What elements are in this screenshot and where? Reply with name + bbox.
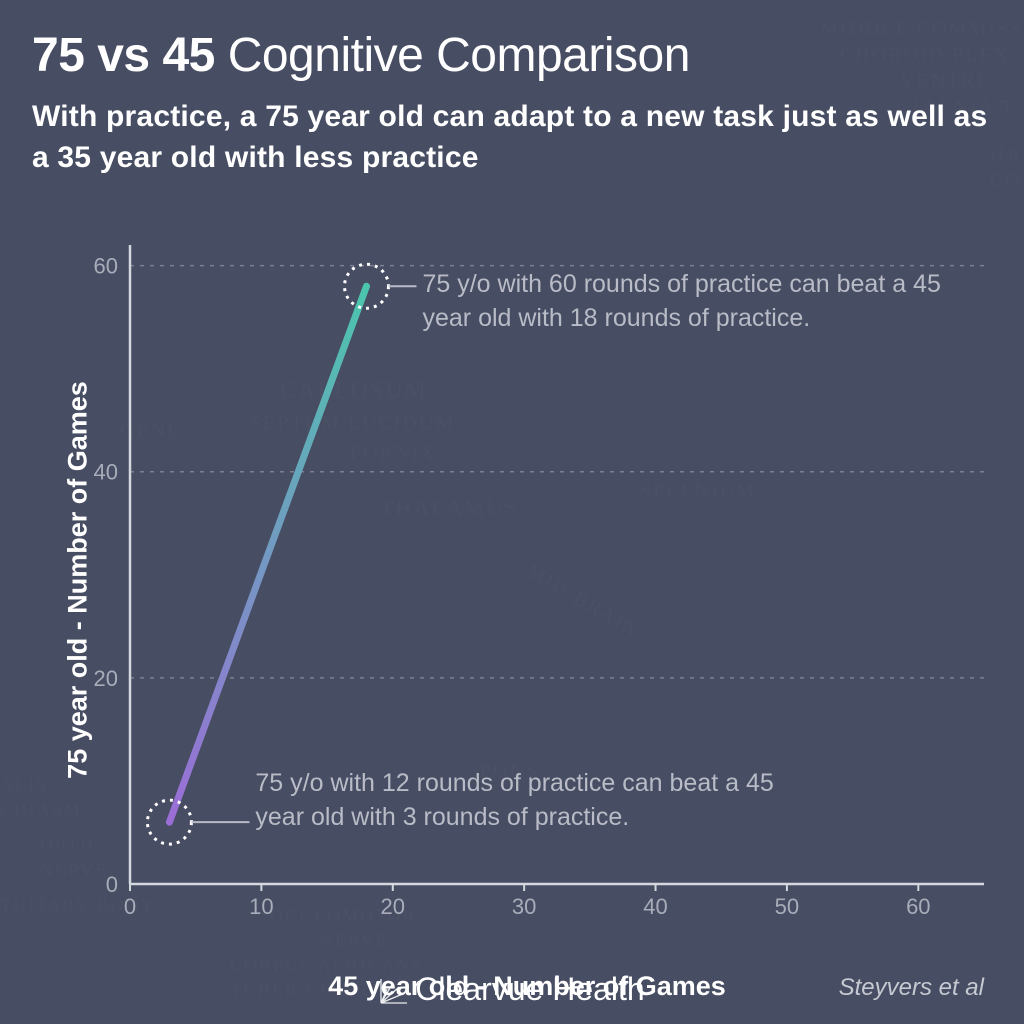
svg-text:50: 50 — [775, 894, 799, 919]
page-title: 75 vs 45 Cognitive Comparison — [32, 28, 992, 83]
title-bold: 75 vs 45 — [32, 29, 215, 82]
svg-text:60: 60 — [906, 894, 930, 919]
chart-container: 0 20 40 60 0 10 20 30 40 50 60 75 year old - Numbe… — [60, 235, 994, 924]
svg-text:40: 40 — [643, 894, 667, 919]
y-axis-label: 75 year old - Number of Games — [63, 381, 94, 779]
citation: Steyvers et al — [839, 974, 984, 1002]
svg-text:0: 0 — [124, 894, 136, 919]
annotation-top: 75 y/o with 60 rounds of practice can be… — [422, 268, 990, 336]
page-subtitle: With practice, a 75 year old can adapt t… — [32, 97, 992, 178]
svg-text:20: 20 — [381, 894, 405, 919]
svg-text:10: 10 — [249, 894, 273, 919]
svg-text:60: 60 — [94, 254, 118, 279]
svg-text:40: 40 — [94, 460, 118, 485]
brand-text: Clearvue Health — [415, 971, 644, 1008]
content-area: 75 vs 45 Cognitive Comparison With pract… — [0, 0, 1024, 1024]
brand: Clearvue Health — [379, 971, 644, 1008]
annotation-bottom: 75 y/o with 12 rounds of practice can be… — [255, 767, 775, 835]
svg-text:20: 20 — [94, 666, 118, 691]
svg-text:30: 30 — [512, 894, 536, 919]
svg-text:0: 0 — [106, 872, 118, 897]
title-light: Cognitive Comparison — [228, 29, 690, 82]
brand-logo-icon — [379, 975, 409, 1005]
